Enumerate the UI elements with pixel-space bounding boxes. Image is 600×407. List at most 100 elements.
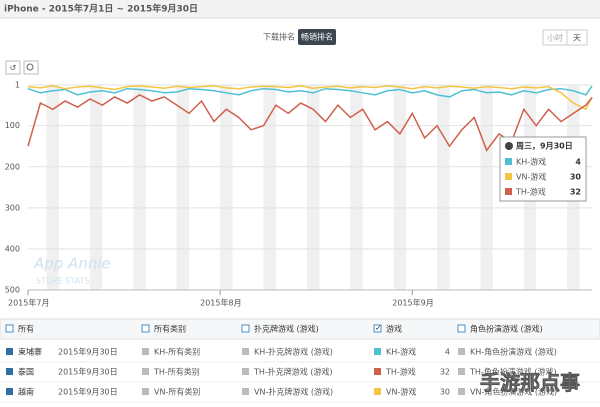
- weekend-stripe: [133, 85, 146, 290]
- cell-series: VN-游戏: [386, 387, 416, 397]
- cell: KH-角色扮演游戏 (游戏): [470, 347, 557, 357]
- swatch: [374, 348, 381, 355]
- tab-downloads[interactable]: 下载排名: [263, 32, 295, 42]
- table-header: 所有: [18, 324, 34, 334]
- table-header: 扑克牌游戏 (游戏): [254, 324, 319, 334]
- weekend-stripe: [350, 85, 363, 290]
- btn-hour-label[interactable]: 小时: [547, 33, 563, 43]
- row-check: [6, 348, 13, 355]
- y-tick-label: 400: [5, 244, 20, 253]
- cell: TH-所有类别: [153, 367, 200, 377]
- footer-watermark: 手游那点事: [480, 371, 580, 395]
- zoom-icon[interactable]: [23, 60, 39, 75]
- weekend-stripe: [220, 85, 233, 290]
- cell-value: 32: [440, 368, 450, 377]
- zoom-glyph: [26, 63, 34, 71]
- checkbox[interactable]: [141, 324, 150, 333]
- cell: VN-扑克牌游戏 (游戏): [254, 387, 333, 397]
- checkbox[interactable]: [241, 324, 250, 333]
- page-title: iPhone - 2015年7月1日 ~ 2015年9月30日: [4, 3, 198, 15]
- btn-day[interactable]: [566, 29, 588, 46]
- swatch: [374, 368, 381, 375]
- cell: TH-角色扮演游戏 (游戏): [469, 367, 557, 377]
- date: 2015年9月30日: [58, 387, 118, 397]
- date: 2015年9月30日: [58, 367, 118, 377]
- tab-active-bg[interactable]: [298, 29, 336, 45]
- series-line: [27, 85, 593, 111]
- country: 泰国: [18, 367, 34, 377]
- swatch: [242, 388, 249, 395]
- row-check: [6, 368, 13, 375]
- title-bar: [0, 0, 600, 18]
- country: 越南: [18, 387, 34, 397]
- tooltip-name: TH-游戏: [515, 187, 546, 197]
- y-tick-label: 500: [5, 286, 20, 295]
- weekend-stripe: [437, 85, 450, 290]
- swatch: [374, 388, 381, 395]
- tooltip-title: 周三，9月30日: [516, 142, 573, 151]
- cell: KH-所有类别: [154, 347, 200, 357]
- table: 所有 所有类别 扑克牌游戏 (游戏) ✓ 游戏 角色扮演游戏 (游戏) 柬埔寨 2015年9月…: [0, 318, 600, 403]
- x-tick-label: 2015年9月: [392, 298, 433, 308]
- series-line: [27, 85, 593, 98]
- btn-day-label[interactable]: 天: [573, 34, 581, 43]
- swatch: [458, 368, 465, 375]
- y-tick-label: 200: [5, 162, 20, 171]
- weekend-stripe: [176, 85, 190, 290]
- tooltip-name: KH-游戏: [516, 157, 546, 167]
- reset-icon[interactable]: [5, 60, 21, 75]
- tooltip-name: VN-游戏: [516, 172, 546, 182]
- table-header: 所有类别: [154, 324, 186, 334]
- tab-grossing[interactable]: 畅销排名: [301, 32, 333, 42]
- checkbox[interactable]: [457, 324, 466, 333]
- cell-value: 30: [440, 388, 450, 397]
- swatch: [242, 348, 249, 355]
- cell-series: TH-游戏: [385, 367, 416, 377]
- swatch: [142, 368, 149, 375]
- table-header: 角色扮演游戏 (游戏): [470, 324, 543, 334]
- cell: KH-扑克牌游戏 (游戏): [254, 347, 333, 357]
- cell-series: KH-游戏: [386, 347, 416, 357]
- tooltip: 周三，9月30日 KH-游戏 4 VN-游戏 30 TH-游戏 32: [499, 136, 587, 202]
- weekend-stripe: [393, 85, 407, 290]
- checkbox[interactable]: [5, 324, 14, 333]
- checkmark: ✓: [375, 324, 382, 333]
- tooltip-box: [499, 136, 587, 202]
- x-tick-label: 2015年7月: [8, 298, 49, 308]
- swatch: [142, 388, 149, 395]
- tooltip-value: 30: [570, 173, 582, 182]
- weekend-stripe: [306, 85, 320, 290]
- watermark: STORE STATS: [36, 277, 90, 286]
- swatch: [458, 388, 465, 395]
- tooltip-swatch: [505, 188, 512, 195]
- swatch: [458, 348, 465, 355]
- y-tick-label: 1: [15, 81, 20, 90]
- swatch: [242, 368, 249, 375]
- weekend-stripe: [263, 85, 276, 290]
- watermark: App Annie: [33, 255, 111, 273]
- weekend-stripe: [89, 85, 103, 290]
- cell: VN-角色扮演游戏 (游戏): [470, 387, 557, 397]
- x-tick-label: 2015年8月: [200, 298, 241, 308]
- tooltip-value: 32: [570, 188, 581, 197]
- checkbox[interactable]: [373, 324, 382, 333]
- cell: TH-扑克牌游戏 (游戏): [253, 367, 333, 377]
- tooltip-swatch: [505, 173, 512, 180]
- cell-value: 4: [445, 348, 450, 357]
- date: 2015年9月30日: [58, 347, 118, 357]
- reset-glyph: ↺: [10, 64, 17, 73]
- tooltip-swatch: [505, 158, 512, 165]
- row-check: [6, 388, 13, 395]
- country: 柬埔寨: [18, 347, 42, 357]
- y-tick-label: 100: [5, 121, 20, 130]
- swatch: [142, 348, 149, 355]
- table-header-bg: [0, 318, 600, 340]
- weekend-stripe: [46, 85, 59, 290]
- weekend-stripe: [480, 85, 493, 290]
- plot: 1 100 200 300 400 500 2015年7月 2015年8月 2015年9月 App…: [5, 81, 593, 308]
- cell: VN-所有类别: [154, 387, 200, 397]
- y-tick-label: 300: [5, 203, 20, 212]
- globe-icon: [505, 142, 513, 150]
- tooltip-value: 4: [575, 158, 581, 167]
